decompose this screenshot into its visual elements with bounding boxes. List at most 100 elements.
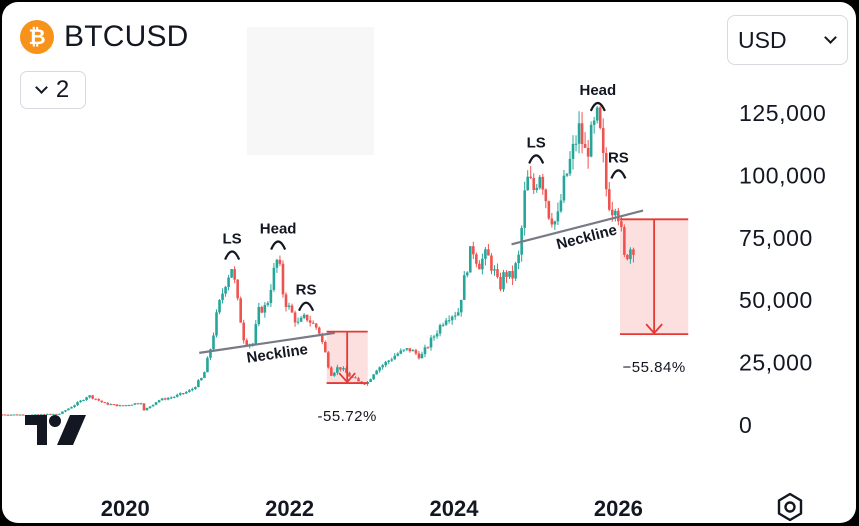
candle xyxy=(305,314,309,321)
candle xyxy=(42,414,46,416)
candle xyxy=(200,378,203,381)
candle xyxy=(381,365,384,368)
candle xyxy=(272,267,276,290)
candle xyxy=(610,209,614,216)
candle xyxy=(390,359,394,361)
tv-logo-dot xyxy=(49,415,61,427)
candle xyxy=(308,320,312,323)
candle xyxy=(76,402,79,406)
candle xyxy=(175,394,179,397)
candle xyxy=(221,293,224,301)
candle xyxy=(311,322,315,324)
candle xyxy=(160,398,164,401)
candle xyxy=(3,414,7,416)
candle xyxy=(112,404,116,406)
candle xyxy=(166,398,170,400)
candle xyxy=(348,372,351,377)
candle xyxy=(342,368,345,370)
candle xyxy=(320,333,324,342)
candle xyxy=(281,263,285,295)
candle xyxy=(293,312,297,323)
currency-select[interactable]: USD xyxy=(727,15,848,65)
candle xyxy=(547,201,551,219)
candle xyxy=(100,400,104,403)
candle xyxy=(441,324,445,326)
compare-count-button[interactable]: 2 xyxy=(20,71,86,109)
symbol-header[interactable]: ₿ BTCUSD xyxy=(20,20,189,54)
candle xyxy=(209,349,212,358)
peak-label: RS xyxy=(296,282,317,299)
candle xyxy=(481,258,484,270)
candle xyxy=(580,123,584,145)
candle xyxy=(601,127,605,153)
x-tick-label: 2020 xyxy=(101,496,150,521)
x-tick-label: 2024 xyxy=(430,496,480,521)
candle xyxy=(70,407,73,409)
candle xyxy=(49,413,52,415)
candle xyxy=(97,399,100,401)
candle xyxy=(553,221,557,225)
candle xyxy=(67,408,70,411)
candle xyxy=(239,298,242,323)
candle xyxy=(556,211,560,222)
candle xyxy=(39,414,43,416)
peak-label: Head xyxy=(260,221,297,238)
candle xyxy=(203,372,206,379)
y-tick-label: 100,000 xyxy=(739,162,826,188)
compare-count: 2 xyxy=(55,76,70,103)
candle xyxy=(574,143,578,145)
candle xyxy=(236,279,239,299)
candle xyxy=(302,314,306,318)
candle xyxy=(6,414,10,416)
candle xyxy=(456,312,460,316)
candle xyxy=(577,123,581,144)
candle xyxy=(85,397,88,400)
candle xyxy=(136,403,140,405)
candle xyxy=(447,320,451,322)
peak-label: RS xyxy=(608,149,629,166)
candle xyxy=(453,315,457,317)
candle xyxy=(275,259,279,268)
neckline-label: Neckline xyxy=(555,221,619,253)
candle xyxy=(287,305,291,307)
candle xyxy=(375,370,378,375)
candle xyxy=(426,347,430,349)
candle xyxy=(52,413,55,415)
candle xyxy=(450,316,454,321)
tradingview-logo xyxy=(25,415,86,445)
y-tick-label: 75,000 xyxy=(739,225,813,251)
gear-icon[interactable] xyxy=(775,492,805,522)
candle xyxy=(21,414,25,416)
candle xyxy=(393,355,397,360)
glare xyxy=(247,27,374,155)
candle xyxy=(215,312,218,336)
candle xyxy=(629,249,632,260)
bitcoin-icon: ₿ xyxy=(20,20,54,54)
candle xyxy=(12,414,16,416)
neckline xyxy=(199,331,336,354)
y-tick-label: 50,000 xyxy=(739,287,813,313)
candle xyxy=(354,377,357,379)
candle xyxy=(438,325,442,334)
candle xyxy=(106,402,110,405)
candle xyxy=(257,306,261,325)
candle xyxy=(109,404,113,406)
currency-value: USD xyxy=(738,26,787,53)
x-tick-label: 2026 xyxy=(594,496,643,521)
candle xyxy=(91,395,94,399)
peak-arc xyxy=(270,240,287,250)
candle xyxy=(589,124,593,157)
candle xyxy=(145,408,149,411)
candle xyxy=(472,246,475,255)
candle xyxy=(130,404,134,406)
candle xyxy=(336,367,339,373)
candle xyxy=(218,300,221,313)
candle xyxy=(502,272,505,290)
candle xyxy=(233,269,236,280)
candle xyxy=(475,254,478,264)
candle xyxy=(529,176,533,178)
candle xyxy=(468,246,472,273)
peak-label: LS xyxy=(527,134,546,151)
symbol-name[interactable]: BTCUSD xyxy=(64,20,189,53)
